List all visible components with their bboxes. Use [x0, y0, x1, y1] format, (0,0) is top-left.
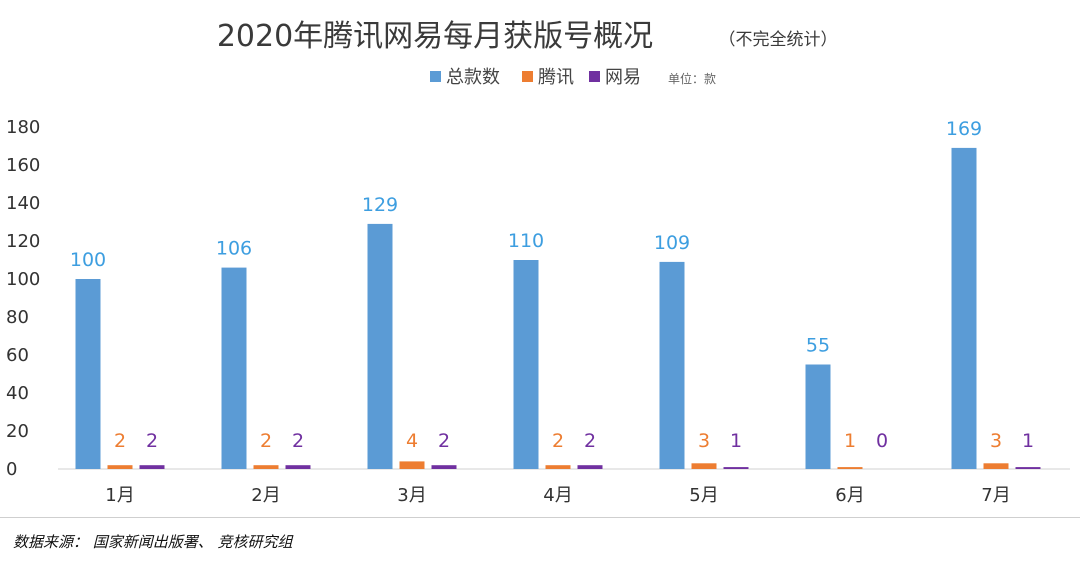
data-label: 2: [114, 430, 126, 452]
bar-网易-4月: [577, 465, 603, 469]
y-tick-label: 0: [6, 459, 17, 480]
data-label: 1: [844, 430, 856, 452]
data-label: 169: [946, 118, 982, 140]
unit-note: 单位：款: [668, 71, 716, 86]
data-label: 2: [584, 430, 596, 452]
bar-腾讯-7月: [983, 463, 1009, 469]
x-tick-label: 1月: [105, 485, 134, 506]
bar-网易-1月: [139, 465, 165, 469]
bar-腾讯-5月: [691, 463, 717, 469]
bar-总款数-5月: [659, 261, 685, 469]
y-tick-label: 100: [6, 269, 40, 290]
bar-总款数-2月: [221, 267, 247, 469]
legend-swatch-网易: [589, 71, 600, 82]
chart-subtitle: （不完全统计）: [719, 30, 838, 50]
bars-group: [75, 147, 1041, 469]
x-tick-label: 7月: [981, 485, 1010, 506]
footer-divider: [0, 517, 1080, 518]
y-tick-label: 80: [6, 307, 29, 328]
y-tick-label: 180: [6, 117, 40, 138]
legend-label: 腾讯: [538, 67, 574, 88]
x-tick-label: 3月: [397, 485, 426, 506]
data-label: 2: [438, 430, 450, 452]
legend-swatch-腾讯: [522, 71, 533, 82]
data-label: 2: [146, 430, 158, 452]
y-tick-label: 60: [6, 345, 29, 366]
y-tick-label: 160: [6, 155, 40, 176]
data-label: 1: [730, 430, 742, 452]
data-label: 2: [552, 430, 564, 452]
legend-label: 总款数: [446, 67, 500, 88]
y-axis: 0 20 40 60 80 100 120 140 160 180: [6, 117, 40, 480]
chart-title: 2020年腾讯网易每月获版号概况: [217, 19, 653, 54]
data-label: 2: [260, 430, 272, 452]
bar-腾讯-3月: [399, 461, 425, 469]
y-tick-label: 120: [6, 231, 40, 252]
data-label: 0: [876, 430, 888, 452]
y-tick-label: 20: [6, 421, 29, 442]
bar-总款数-4月: [513, 260, 539, 469]
bar-chart: 2020年腾讯网易每月获版号概况 （不完全统计） 总款数 腾讯 网易 单位：款 0 2…: [6, 19, 1070, 506]
data-label: 55: [806, 335, 830, 357]
data-label: 3: [698, 430, 710, 452]
x-tick-label: 2月: [251, 485, 280, 506]
y-tick-label: 40: [6, 383, 29, 404]
data-label: 129: [362, 194, 398, 216]
data-label: 4: [406, 430, 418, 452]
chart-legend: 总款数 腾讯 网易: [430, 67, 641, 88]
bar-网易-3月: [431, 465, 457, 469]
source-note: 数据来源： 国家新闻出版署、 竞核研究组: [13, 533, 293, 551]
bar-总款数-6月: [805, 364, 831, 469]
bar-网易-5月: [723, 467, 749, 469]
bar-网易-7月: [1015, 467, 1041, 469]
bar-网易-2月: [285, 465, 311, 469]
bar-腾讯-2月: [253, 465, 279, 469]
bar-腾讯-6月: [837, 467, 863, 469]
data-label: 2: [292, 430, 304, 452]
data-label: 1: [1022, 430, 1034, 452]
data-label: 100: [70, 249, 106, 271]
data-label: 109: [654, 232, 690, 254]
x-tick-label: 5月: [689, 485, 718, 506]
data-label: 106: [216, 238, 252, 260]
y-tick-label: 140: [6, 193, 40, 214]
legend-label: 网易: [605, 67, 641, 88]
bar-总款数-3月: [367, 223, 393, 469]
bar-腾讯-1月: [107, 465, 133, 469]
x-tick-label: 6月: [835, 485, 864, 506]
legend-swatch-总款数: [430, 71, 441, 82]
data-label: 3: [990, 430, 1002, 452]
x-tick-label: 4月: [543, 485, 572, 506]
bar-腾讯-4月: [545, 465, 571, 469]
data-label: 110: [508, 230, 544, 252]
bar-总款数-7月: [951, 147, 977, 469]
bar-总款数-1月: [75, 279, 101, 469]
x-axis: 1月 2月 3月 4月 5月 6月 7月: [105, 485, 1010, 506]
